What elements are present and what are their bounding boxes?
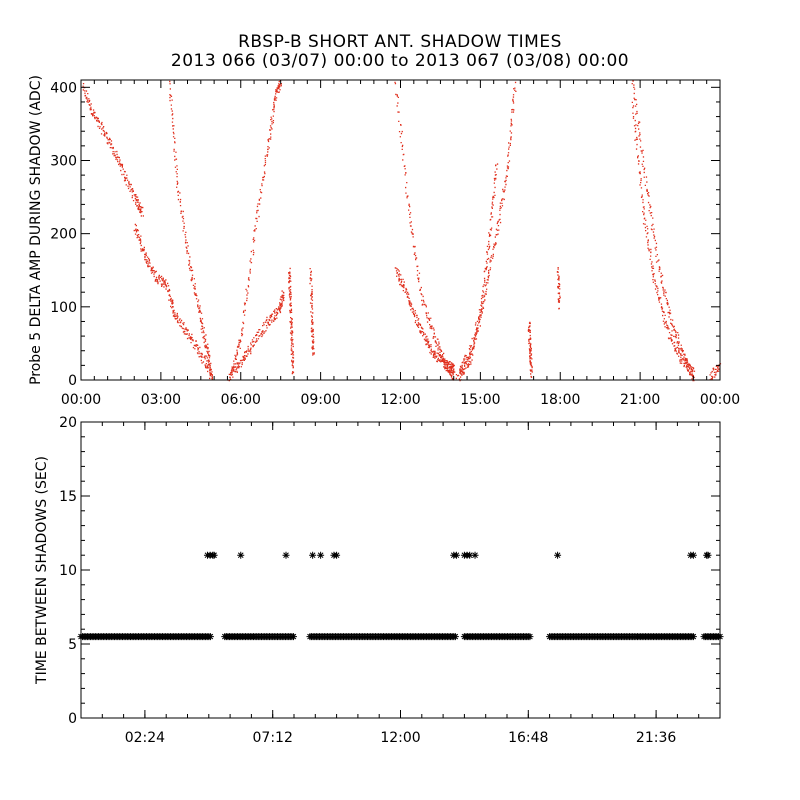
chart-subtitle: 2013 066 (03/07) 00:00 to 2013 067 (03/0… bbox=[170, 51, 630, 71]
bottom-outlier-marker bbox=[317, 551, 325, 559]
bottom-plot: 02:24 07:12 12:00 16:48 21:36 0 5 10 15 20 TIME … bbox=[34, 415, 724, 746]
top-y-tick-label: 0 bbox=[68, 373, 77, 389]
bottom-outlier-marker bbox=[689, 551, 697, 559]
top-x-tick-label: 21:00 bbox=[620, 392, 660, 408]
top-x-tick-label: 00:00 bbox=[700, 392, 740, 408]
top-x-tick-label: 06:00 bbox=[221, 392, 261, 408]
bottom-y-tick-label: 10 bbox=[59, 563, 77, 579]
bottom-y-tick-label: 0 bbox=[68, 711, 77, 727]
top-series-points bbox=[82, 80, 722, 382]
top-y-axis-label: Probe 5 DELTA AMP DURING SHADOW (ADC) bbox=[28, 75, 44, 385]
bottom-y-tick-label: 5 bbox=[68, 637, 77, 653]
top-y-tick-label: 300 bbox=[50, 153, 77, 169]
bottom-x-tick-label: 07:12 bbox=[253, 730, 293, 746]
bottom-y-axis-label: TIME BETWEEN SHADOWS (SEC) bbox=[34, 456, 50, 685]
top-data-points bbox=[82, 80, 722, 382]
top-plot: 00:00 03:00 06:00 09:00 12:00 15:00 18:00 21:00… bbox=[28, 75, 740, 408]
bottom-x-ticks: 02:24 07:12 12:00 16:48 21:36 bbox=[80, 422, 721, 746]
bottom-outlier-marker bbox=[466, 551, 474, 559]
bottom-y-tick-label: 15 bbox=[59, 489, 77, 505]
bottom-y-ticks: 0 5 10 15 20 bbox=[59, 415, 720, 727]
bottom-outlier-marker bbox=[333, 551, 341, 559]
bottom-outlier-marker bbox=[471, 551, 479, 559]
top-x-tick-label: 09:00 bbox=[300, 392, 340, 408]
bottom-x-tick-label: 16:48 bbox=[508, 730, 548, 746]
bottom-outlier-marker bbox=[237, 551, 245, 559]
bottom-outlier-marker bbox=[282, 551, 290, 559]
top-x-tick-label: 18:00 bbox=[540, 392, 580, 408]
bottom-outlier-marker bbox=[309, 551, 317, 559]
bottom-x-tick-label: 21:36 bbox=[636, 730, 676, 746]
chart-title: RBSP-B SHORT ANT. SHADOW TIMES bbox=[238, 32, 562, 52]
top-y-tick-label: 400 bbox=[50, 80, 77, 96]
top-x-ticks: 00:00 03:00 06:00 09:00 12:00 15:00 18:00 21:00… bbox=[61, 80, 740, 408]
bottom-x-tick-label: 02:24 bbox=[125, 730, 165, 746]
bottom-x-tick-label: 12:00 bbox=[380, 730, 420, 746]
top-x-tick-label: 15:00 bbox=[460, 392, 500, 408]
top-x-tick-label: 00:00 bbox=[61, 392, 101, 408]
bottom-outlier-marker bbox=[704, 551, 712, 559]
bottom-outlier-marker bbox=[210, 551, 218, 559]
bottom-y-tick-label: 20 bbox=[59, 415, 77, 431]
top-y-ticks: 0 100 200 300 400 bbox=[50, 80, 720, 389]
bottom-data-points bbox=[77, 551, 724, 641]
bottom-outlier-marker bbox=[452, 551, 460, 559]
bottom-outlier-marker bbox=[554, 551, 562, 559]
top-y-tick-label: 100 bbox=[50, 300, 77, 316]
bottom-baseline-markers bbox=[77, 633, 724, 641]
top-x-tick-label: 03:00 bbox=[141, 392, 181, 408]
top-x-tick-label: 12:00 bbox=[380, 392, 420, 408]
bottom-plot-frame bbox=[80, 421, 721, 719]
top-y-tick-label: 200 bbox=[50, 227, 77, 243]
